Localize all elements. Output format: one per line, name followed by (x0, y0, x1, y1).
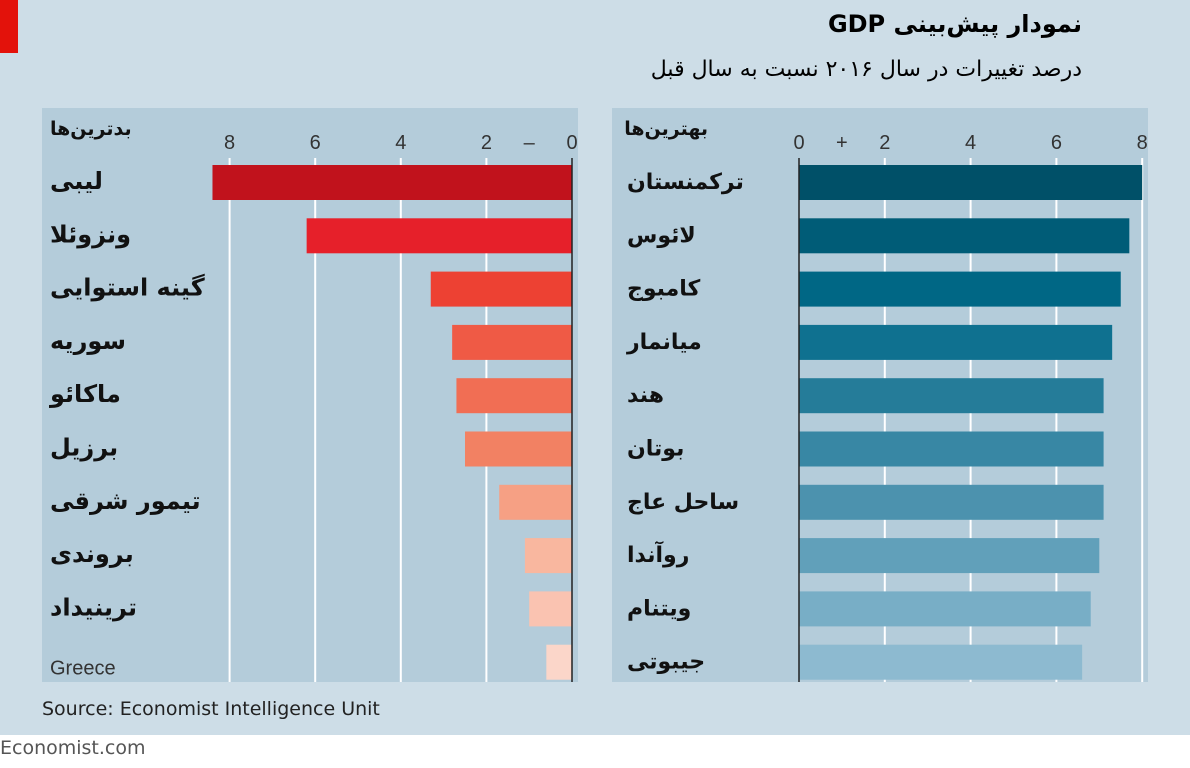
worst-category-label: لیبی (50, 167, 103, 195)
worst-panel: 8 6 4 2 – 0 بدترین‌ها لیبی ونزوئلا گینه استوایی سو… (42, 108, 578, 682)
best-tick-label: 4 (965, 132, 976, 154)
worst-tick-label: 2 (481, 132, 492, 154)
best-bar (799, 644, 1083, 680)
chart-title: نمودار پیش‌بینی GDP (827, 10, 1082, 38)
best-bar (799, 218, 1130, 254)
worst-bar (212, 165, 573, 200)
worst-tick-label: 4 (395, 132, 406, 154)
worst-category-label: برزیل (50, 434, 118, 462)
worst-category-label: تیمور شرقی (50, 487, 201, 515)
best-category-label: ترکمنستان (627, 170, 744, 195)
worst-panel-label: بدترین‌ها (50, 118, 132, 140)
source-note: Source: Economist Intelligence Unit (42, 698, 380, 720)
best-tick-label: 6 (1051, 132, 1062, 154)
brand-red-tag (0, 0, 18, 53)
worst-tick-label: 6 (310, 132, 321, 154)
worst-category-label: ترینیداد (50, 593, 137, 621)
worst-bar (465, 431, 572, 467)
worst-category-label: گینه استوایی (50, 274, 205, 302)
best-category-label: بوتان (627, 437, 684, 462)
best-bar (799, 271, 1121, 307)
worst-bar (430, 271, 572, 307)
worst-bar (452, 324, 572, 360)
best-category-label: کامبوج (627, 277, 701, 302)
best-tick-label: + (836, 132, 848, 154)
best-category-label: جیبوتی (627, 650, 705, 675)
worst-bar (546, 644, 572, 680)
worst-category-label: بروندی (50, 540, 134, 568)
best-bar (799, 538, 1100, 574)
best-bar (799, 484, 1104, 520)
best-panel-label: بهترین‌ها (624, 118, 708, 140)
best-category-label: هند (627, 383, 664, 408)
best-bar (799, 324, 1113, 360)
worst-bar (524, 538, 572, 574)
worst-tick-label: 0 (566, 132, 577, 154)
best-tick-label: 0 (793, 132, 804, 154)
worst-bar (306, 218, 572, 254)
best-category-label: ویتنام (627, 596, 691, 621)
best-bar (799, 378, 1104, 414)
best-bar (799, 165, 1143, 200)
best-bar (799, 431, 1104, 467)
worst-category-label: ماکائو (49, 380, 121, 408)
best-category-label: ساحل عاج (627, 490, 739, 515)
worst-tick-label: 8 (224, 132, 235, 154)
best-tick-label: 2 (879, 132, 890, 154)
best-category-label: لائوس (627, 223, 696, 248)
worst-bar (456, 378, 572, 414)
best-category-label: روآندا (627, 540, 689, 568)
worst-tick-label: – (524, 132, 536, 154)
worst-category-label: Greece (50, 658, 116, 680)
worst-category-label: ونزوئلا (50, 220, 131, 248)
worst-bar (529, 591, 572, 627)
worst-category-label: سوریه (50, 327, 126, 355)
chart-subtitle: درصد تغییرات در سال ۲۰۱۶ نسبت به سال قبل (650, 57, 1082, 82)
best-panel: 0 +2 4 6 8 بهترین‌ها ترکمنستان لائوس کامبوج میانم… (612, 108, 1148, 682)
brand-name: Economist.com (0, 737, 146, 759)
best-category-label: میانمار (626, 330, 702, 355)
best-bar (799, 591, 1091, 627)
worst-bar (499, 484, 572, 520)
best-tick-label: 8 (1137, 132, 1148, 154)
